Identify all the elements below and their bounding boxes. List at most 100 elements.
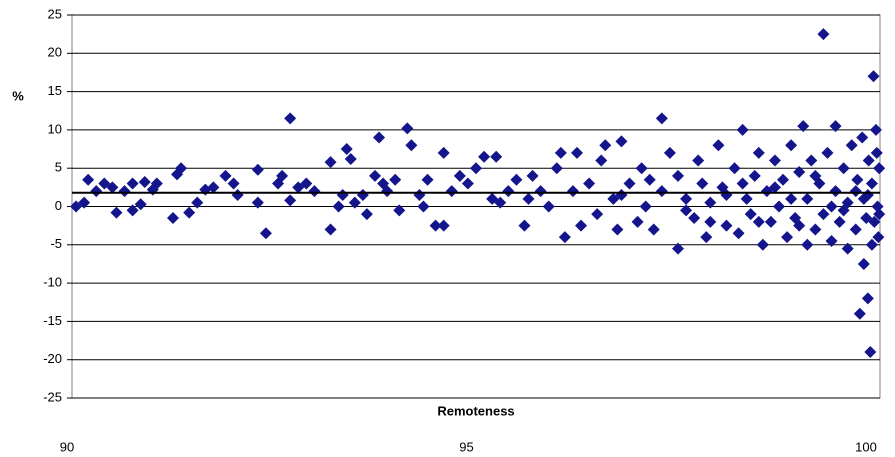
point: [421, 173, 434, 186]
point: [639, 200, 652, 213]
point: [183, 206, 196, 219]
point: [381, 185, 394, 198]
point: [623, 177, 636, 190]
point: [251, 163, 264, 176]
point: [566, 185, 579, 198]
point: [344, 153, 357, 166]
point: [764, 215, 777, 228]
point: [704, 196, 717, 209]
point: [809, 223, 822, 236]
point: [437, 219, 450, 232]
point: [417, 200, 430, 213]
point: [856, 131, 869, 144]
point: [219, 169, 232, 182]
x-tick-label: 100: [855, 439, 877, 454]
point: [82, 173, 95, 186]
point: [752, 146, 765, 159]
point: [324, 223, 337, 236]
point: [663, 146, 676, 159]
point: [191, 196, 204, 209]
point: [401, 122, 414, 135]
point: [849, 223, 862, 236]
point: [672, 242, 684, 255]
point: [461, 177, 474, 190]
point: [809, 169, 822, 182]
point: [736, 177, 749, 190]
point: [138, 175, 151, 188]
point: [167, 211, 179, 224]
x-axis-label: Remoteness: [437, 403, 514, 418]
point: [284, 112, 297, 125]
x-tick-label: 90: [60, 439, 74, 454]
point: [647, 223, 660, 236]
point: [781, 231, 794, 244]
point: [768, 154, 781, 167]
point: [134, 198, 147, 211]
point: [324, 156, 337, 169]
point: [478, 150, 491, 163]
point: [869, 123, 882, 136]
point: [284, 194, 297, 207]
point: [785, 139, 798, 152]
point: [571, 146, 583, 159]
point: [817, 28, 830, 41]
point: [752, 215, 765, 228]
point: [126, 177, 139, 190]
y-tick-label: -15: [43, 313, 62, 328]
point: [801, 238, 814, 251]
point: [845, 139, 858, 152]
point: [558, 231, 571, 244]
point: [340, 143, 353, 156]
point: [801, 192, 814, 205]
point: [502, 185, 515, 198]
point: [510, 173, 523, 186]
point: [550, 162, 563, 175]
point: [872, 231, 885, 244]
point: [870, 146, 883, 159]
y-tick-label: -5: [50, 236, 62, 251]
point: [360, 208, 373, 221]
point: [631, 215, 644, 228]
point: [821, 146, 834, 159]
y-tick-label: -10: [43, 275, 62, 290]
point: [453, 169, 466, 182]
point: [841, 242, 854, 255]
point: [851, 173, 864, 186]
point: [837, 204, 850, 217]
point: [429, 219, 442, 232]
point: [595, 154, 608, 167]
y-tick-label: 0: [55, 198, 62, 213]
point: [720, 219, 733, 232]
point: [534, 185, 547, 198]
point: [712, 139, 725, 152]
point: [118, 185, 131, 198]
point: [793, 219, 806, 232]
point: [126, 204, 139, 217]
point: [542, 200, 555, 213]
y-tick-label: -20: [43, 351, 62, 366]
point: [175, 162, 188, 175]
point: [871, 200, 884, 213]
point: [825, 200, 838, 213]
point: [106, 181, 119, 194]
point: [785, 192, 798, 205]
y-tick-label: 5: [55, 160, 62, 175]
point: [611, 223, 624, 236]
point: [768, 181, 781, 194]
point: [90, 185, 103, 198]
point: [773, 200, 785, 213]
point: [692, 154, 705, 167]
point: [837, 162, 850, 175]
point: [700, 231, 713, 244]
y-tick-label: 10: [48, 121, 62, 136]
point: [672, 169, 684, 182]
point: [494, 196, 507, 209]
point: [680, 192, 693, 205]
point: [825, 234, 838, 247]
point: [688, 211, 701, 224]
point: [110, 206, 123, 219]
point: [862, 154, 875, 167]
point: [259, 227, 272, 240]
point: [655, 112, 668, 125]
